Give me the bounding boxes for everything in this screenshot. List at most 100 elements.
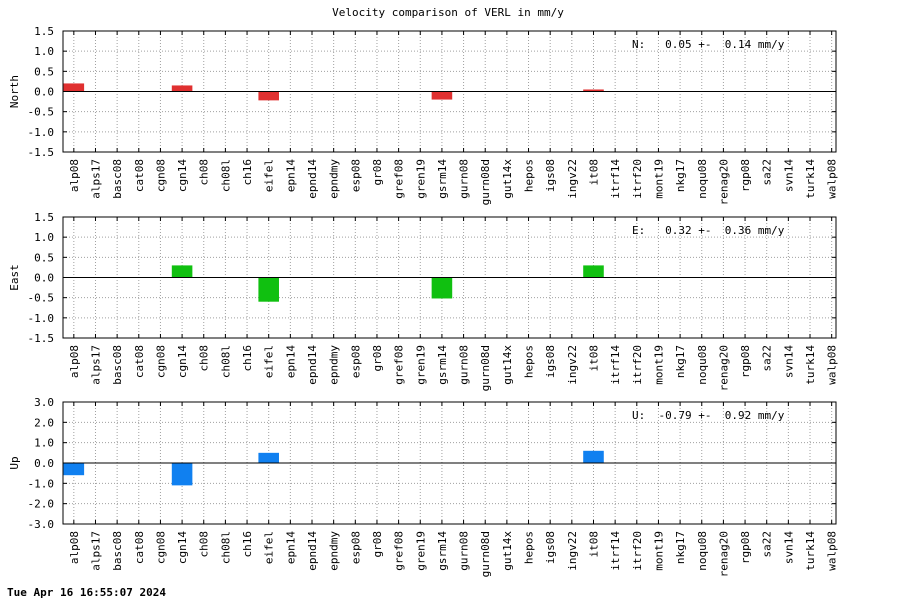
x-tick-label: nkg17 (674, 345, 687, 378)
y-tick-label: -0.5 (28, 106, 55, 119)
x-tick-label: gren19 (414, 159, 427, 199)
bar-alp08 (63, 83, 85, 92)
x-tick-label: gsrm14 (436, 159, 449, 199)
x-tick-label: noqu08 (696, 531, 709, 571)
x-tick-label: alp08 (68, 531, 81, 564)
x-tick-label: noqu08 (696, 345, 709, 385)
stats-annotation: E: 0.32 +- 0.36 mm/y (632, 224, 785, 237)
x-tick-label: eifel (263, 345, 276, 378)
panel-up: 3.0 2.0 1.0 0.0 -1.0 -2.0 -3.0 alp08 alps17 basc0… (8, 396, 839, 577)
x-tick-label: itrf14 (609, 159, 622, 199)
bar-alp08 (63, 463, 85, 476)
y-tick-label: -1.0 (28, 312, 55, 325)
x-tick-label: igs08 (544, 159, 557, 192)
x-tick-label: eifel (263, 531, 276, 564)
y-tick-label: -1.5 (28, 332, 55, 345)
bar-cgn14 (171, 265, 193, 278)
y-tick-label: 1.0 (34, 45, 54, 58)
bar-eifel (258, 277, 279, 302)
x-tick-label: it08 (587, 159, 600, 186)
timestamp-label: Tue Apr 16 16:55:07 2024 (7, 586, 166, 599)
x-tick-label: epndmy (328, 159, 341, 199)
chart-title: Velocity comparison of VERL in mm/y (332, 6, 564, 19)
x-tick-label: sa22 (761, 345, 774, 372)
x-tick-label: basc08 (111, 345, 124, 385)
x-tick-label: basc08 (111, 531, 124, 571)
x-tick-label: ingv22 (566, 345, 579, 385)
y-tick-label: 1.0 (34, 231, 54, 244)
x-tick-label: epndmy (328, 345, 341, 385)
x-tick-label: hepos (523, 345, 536, 378)
x-tick-label: cgn08 (154, 159, 167, 192)
x-tick-label: gurn08 (458, 159, 471, 199)
x-tick-label: alp08 (68, 345, 81, 378)
x-tick-label: svn14 (782, 159, 795, 192)
x-tick-label: epn14 (284, 345, 297, 378)
y-tick-label: 3.0 (34, 396, 54, 409)
x-tick-label: ch16 (241, 531, 254, 558)
x-tick-label: esp08 (349, 159, 362, 192)
x-tick-label: mont19 (652, 531, 665, 571)
x-tick-label: gr08 (371, 345, 384, 372)
bar-cgn14 (171, 463, 193, 486)
x-tick-label: cat08 (133, 159, 146, 192)
x-tick-label: gut14x (501, 345, 514, 385)
y-tick-label: -1.5 (28, 146, 55, 159)
x-tick-label: nkg17 (674, 159, 687, 192)
x-tick-label: ch08 (198, 159, 211, 186)
plot-frame (62, 30, 837, 153)
x-tick-label: rgp08 (739, 345, 752, 378)
x-tick-label: svn14 (782, 531, 795, 564)
x-tick-label: renag20 (717, 531, 730, 577)
y-axis-label: East (8, 264, 21, 291)
x-tick-label: gref08 (393, 159, 406, 199)
plot-frame (62, 401, 837, 525)
x-tick-label: gut14x (501, 159, 514, 199)
x-tick-label: cgn14 (176, 159, 189, 192)
x-tick-label: ch08l (219, 531, 232, 564)
x-tick-label: gren19 (414, 345, 427, 385)
x-tick-label: cgn14 (176, 345, 189, 378)
y-tick-label: -2.0 (28, 498, 55, 511)
x-tick-label: gren19 (414, 531, 427, 571)
x-tick-label: ingv22 (566, 531, 579, 571)
y-tick-label: -1.0 (28, 126, 55, 139)
y-tick-label: 0.0 (34, 272, 54, 285)
x-tick-label: gref08 (393, 531, 406, 571)
x-tick-label: eifel (263, 159, 276, 192)
x-tick-label: it08 (587, 531, 600, 558)
x-tick-label: alps17 (89, 531, 102, 571)
x-tick-label: ch08 (198, 345, 211, 372)
x-tick-label: gsrm14 (436, 531, 449, 571)
x-tick-label: alp08 (68, 159, 81, 192)
bar-it08 (583, 265, 604, 278)
x-tick-label: epn14 (284, 531, 297, 564)
x-tick-label: walp08 (826, 531, 839, 571)
x-tick-label: noqu08 (696, 159, 709, 199)
x-tick-label: gut14x (501, 531, 514, 571)
x-tick-label: epnd14 (306, 345, 319, 385)
x-tick-label: ingv22 (566, 159, 579, 199)
y-tick-label: 1.0 (34, 437, 54, 450)
x-tick-label: esp08 (349, 531, 362, 564)
stats-annotation: U: -0.79 +- 0.92 mm/y (632, 409, 785, 422)
y-tick-label: 0.5 (34, 65, 54, 78)
x-tick-label: gsrm14 (436, 345, 449, 385)
x-tick-label: walp08 (826, 159, 839, 199)
x-tick-label: mont19 (652, 345, 665, 385)
x-tick-label: epnd14 (306, 531, 319, 571)
x-tick-label: renag20 (717, 345, 730, 391)
bar-gsrm14 (431, 91, 453, 100)
x-tick-label: epn14 (284, 159, 297, 192)
x-tick-label: nkg17 (674, 531, 687, 564)
bar-cgn14 (171, 85, 193, 92)
x-tick-label: epndmy (328, 531, 341, 571)
y-axis-label: Up (8, 456, 21, 469)
x-tick-label: alps17 (89, 159, 102, 199)
bar-it08 (583, 89, 604, 92)
x-tick-label: turk14 (804, 531, 817, 571)
x-tick-label: svn14 (782, 345, 795, 378)
x-tick-label: cgn14 (176, 531, 189, 564)
x-tick-label: igs08 (544, 531, 557, 564)
